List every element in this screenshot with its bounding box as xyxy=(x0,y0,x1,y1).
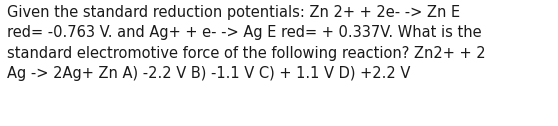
Text: Given the standard reduction potentials: Zn 2+ + 2e- -> Zn E
red= -0.763 V. and : Given the standard reduction potentials:… xyxy=(7,5,485,81)
